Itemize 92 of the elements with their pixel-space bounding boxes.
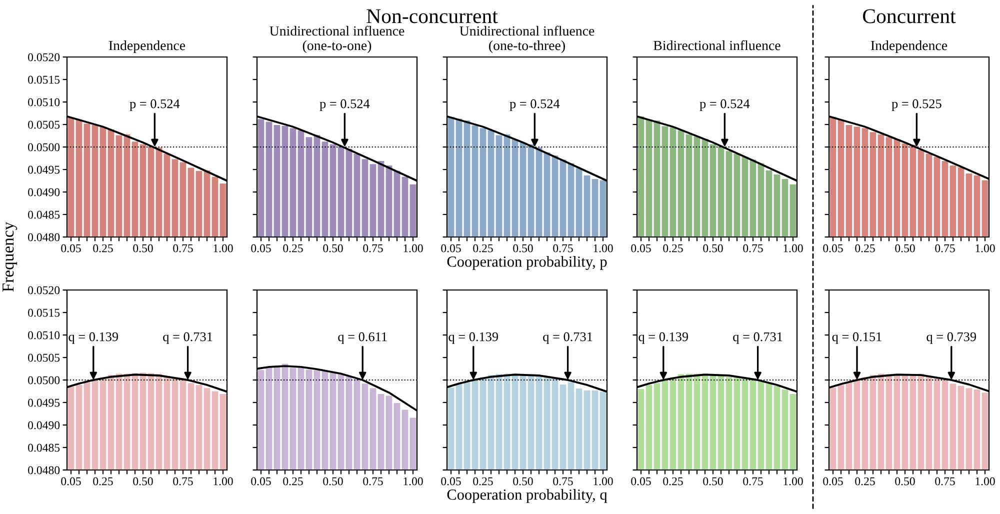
x-tick-label: 0.75 [935,244,955,252]
x-tick-label: 0.25 [283,244,303,252]
annotation: p = 0.524 [700,99,750,111]
y-tick-label: 0.0515 [28,308,60,317]
x-tick-label: 0.50 [513,477,533,486]
x-tick-label: 0.75 [173,244,193,252]
x-tick-label: 1.00 [784,244,803,252]
x-tick-label: 0.50 [513,244,533,252]
text: Non-concurrent [366,9,498,24]
x-tick-label: 1.00 [976,477,995,486]
x-tick-label: 0.25 [283,477,303,486]
x-tick-label: 0.25 [93,477,113,486]
y-tick-label: 0.0485 [28,444,60,452]
y-axis-title: Frequency [2,222,18,292]
x-tick-label: 0.50 [133,244,153,252]
x-tick-label: 0.50 [703,477,723,486]
annotation: q = 0.151 [832,332,882,344]
x-tick-label: 0.75 [553,244,573,252]
x-tick-label: 0.05 [823,477,843,486]
x-tick-label: 0.50 [703,244,723,252]
x-tick-label: 0.25 [473,477,493,486]
y-tick-label: 0.0485 [28,210,60,219]
x-tick-label: 0.05 [823,244,843,252]
x-tick-label: 0.75 [743,244,763,252]
x-axis-title: Cooperation probability, p [447,256,607,270]
y-tick-label: 0.0520 [28,53,60,62]
chart-title: Independence [870,40,948,54]
annotation: q = 0.731 [543,332,592,344]
x-tick-label: 0.75 [743,477,763,486]
annotation: q = 0.731 [733,332,782,344]
x-tick-label: 0.50 [133,477,153,486]
annotation: q = 0.139 [448,332,498,344]
x-tick-label: 1.00 [594,244,613,252]
x-tick-label: 0.05 [631,244,651,252]
annotation: q = 0.611 [338,332,387,344]
x-tick-label: 0.05 [251,477,271,486]
x-tick-label: 0.05 [441,477,461,486]
x-tick-label: 0.50 [895,244,915,252]
x-tick-label: 0.75 [363,244,383,252]
y-tick-label: 0.0520 [28,286,60,294]
annotation: q = 0.731 [163,332,212,344]
x-tick-label: 0.05 [441,244,461,252]
text: Concurrent [862,9,956,24]
chart-title: Unidirectional influence (one-to-one) [270,26,404,54]
x-tick-label: 0.50 [323,244,343,252]
x-tick-label: 0.25 [855,244,875,252]
chart-title: Independence [108,40,186,54]
x-tick-label: 0.05 [61,477,81,486]
y-tick-label: 0.0480 [28,233,60,242]
x-tick-label: 0.75 [363,477,383,486]
annotation: q = 0.139 [638,332,688,344]
x-tick-label: 0.50 [323,477,343,486]
y-tick-label: 0.0510 [28,331,60,340]
x-tick-label: 1.00 [214,244,233,252]
annotation: p = 0.524 [130,99,180,111]
chart-title: Bidirectional influence [654,40,780,50]
x-tick-label: 0.05 [61,244,81,252]
y-tick-label: 0.0495 [28,398,60,407]
x-tick-label: 1.00 [214,477,233,486]
x-tick-label: 0.25 [663,244,683,252]
y-tick-label: 0.0505 [28,354,60,362]
x-tick-label: 0.05 [631,477,651,486]
y-tick-label: 0.0500 [28,143,60,152]
annotation: p = 0.525 [892,99,942,111]
x-axis-title: Cooperation probability, q [447,489,608,503]
x-tick-label: 0.75 [553,477,573,486]
x-tick-label: 1.00 [976,244,995,252]
y-tick-label: 0.0495 [28,166,60,174]
annotation: p = 0.524 [320,99,370,111]
x-tick-label: 0.25 [473,244,493,252]
y-tick-label: 0.0505 [28,120,60,129]
x-tick-label: 0.25 [855,477,875,486]
x-tick-label: 1.00 [404,244,423,252]
annotation: q = 0.739 [926,332,976,344]
annotation: q = 0.139 [68,332,118,344]
x-tick-label: 0.75 [173,477,193,486]
x-tick-label: 0.25 [663,477,683,486]
x-tick-label: 1.00 [404,477,423,486]
y-tick-label: 0.0510 [28,98,60,106]
y-tick-label: 0.0480 [28,466,60,474]
y-tick-label: 0.0515 [28,76,60,84]
x-tick-label: 1.00 [784,477,803,486]
x-tick-label: 0.75 [935,477,955,486]
annotation: p = 0.524 [510,99,560,111]
x-tick-label: 0.05 [251,244,271,252]
y-tick-label: 0.0490 [28,188,60,196]
x-tick-label: 0.50 [895,477,915,486]
chart-title: Unidirectional influence (one-to-three) [460,26,594,54]
x-tick-label: 0.25 [93,244,113,252]
y-tick-label: 0.0490 [28,421,60,430]
y-tick-label: 0.0500 [28,376,60,384]
x-tick-label: 1.00 [594,477,613,486]
